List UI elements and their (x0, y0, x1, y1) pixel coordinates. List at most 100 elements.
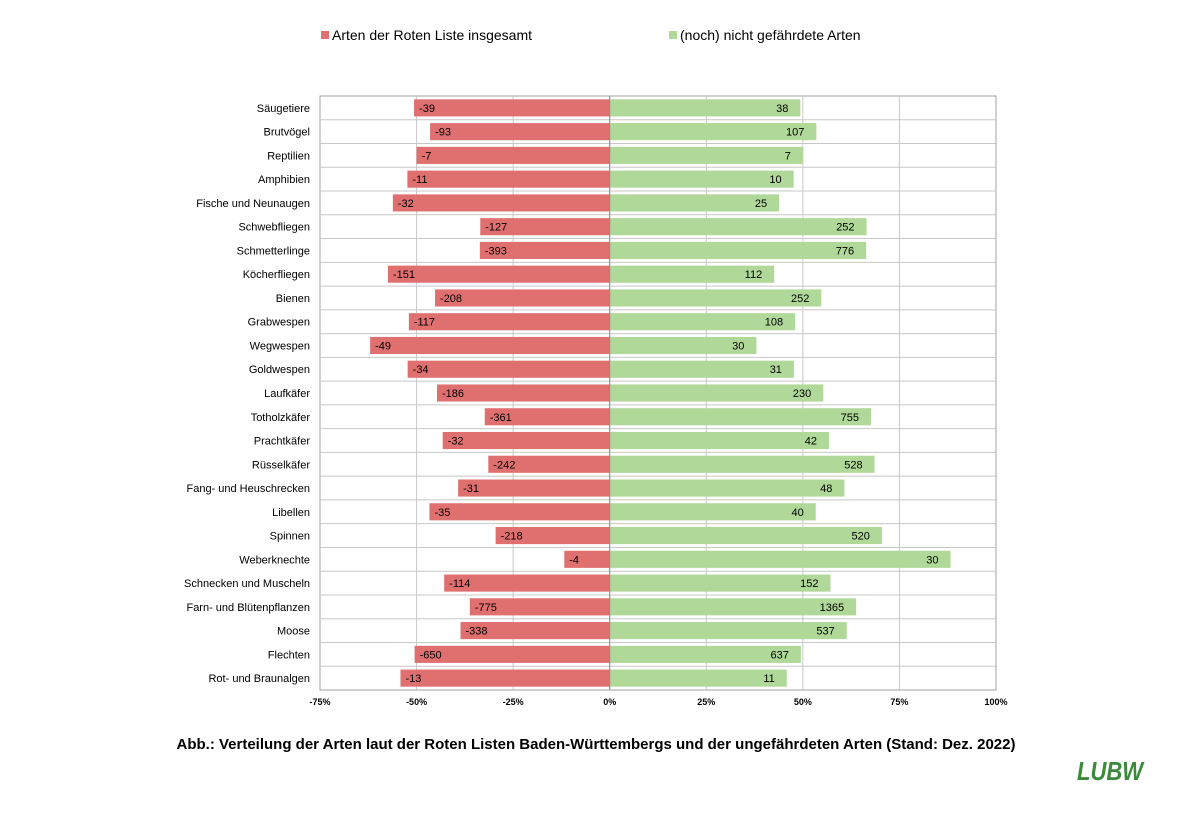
data-label-not-endangered: 42 (805, 436, 817, 448)
data-label-red-list: -186 (442, 388, 464, 400)
data-label-not-endangered: 637 (771, 649, 789, 661)
data-label-not-endangered: 252 (791, 293, 809, 305)
data-label-not-endangered: 152 (800, 578, 818, 590)
category-label: Fang- und Heuschrecken (186, 483, 310, 495)
bar-red-list (435, 289, 610, 307)
legend-swatch (669, 31, 677, 39)
bar-red-list (416, 146, 610, 164)
category-label: Totholzkäfer (251, 412, 311, 424)
bar-red-list (437, 384, 610, 402)
bar-red-list (414, 99, 610, 117)
bar-red-list (564, 550, 610, 568)
data-label-red-list: -361 (490, 412, 512, 424)
category-label: Farn- und Blütenpflanzen (186, 602, 310, 614)
bar-red-list (430, 123, 610, 141)
bar-red-list (414, 645, 610, 663)
bar-red-list (387, 265, 610, 283)
bar-red-list (460, 622, 610, 640)
bar-not-endangered (609, 408, 872, 426)
data-label-not-endangered: 528 (844, 459, 862, 471)
category-label: Amphibien (258, 174, 310, 186)
data-label-red-list: -650 (420, 649, 442, 661)
data-label-not-endangered: 38 (776, 103, 788, 115)
category-label: Fische und Neunaugen (196, 198, 310, 210)
bar-not-endangered (609, 313, 796, 331)
bar-not-endangered (609, 479, 845, 497)
category-label: Libellen (272, 507, 310, 519)
data-label-not-endangered: 31 (770, 364, 782, 376)
bar-not-endangered (609, 265, 775, 283)
bar-red-list (370, 336, 610, 355)
bar-not-endangered (609, 360, 794, 378)
bar-not-endangered (609, 99, 801, 117)
bar-red-list (484, 408, 610, 426)
data-label-not-endangered: 520 (852, 531, 870, 543)
data-label-red-list: -775 (475, 602, 497, 614)
data-label-red-list: -31 (463, 483, 479, 495)
data-label-not-endangered: 7 (785, 150, 791, 162)
bar-not-endangered (609, 598, 857, 616)
legend-label: (noch) nicht gefährdete Arten (680, 27, 861, 43)
data-label-red-list: -151 (393, 269, 415, 281)
bar-not-endangered (609, 645, 801, 663)
bar-not-endangered (609, 336, 757, 355)
bar-red-list (408, 313, 610, 331)
x-tick-label: -75% (309, 697, 330, 707)
bar-red-list (400, 669, 610, 687)
category-label: Säugetiere (257, 103, 310, 115)
data-label-not-endangered: 10 (769, 174, 781, 186)
bar-not-endangered (609, 622, 847, 640)
legend-label: Arten der Roten Liste insgesamt (332, 27, 532, 43)
figure-caption: Abb.: Verteilung der Arten laut der Rote… (176, 736, 1016, 753)
category-label: Schnecken und Muscheln (184, 578, 310, 590)
data-label-not-endangered: 48 (820, 483, 832, 495)
category-label: Goldwespen (249, 364, 310, 376)
category-label: Rot- und Braunalgen (208, 673, 310, 685)
x-tick-label: 50% (794, 697, 812, 707)
lubw-logo: LUBW (1077, 756, 1145, 785)
bar-not-endangered (609, 503, 816, 521)
category-label: Wegwespen (250, 340, 310, 352)
data-label-not-endangered: 108 (765, 317, 783, 329)
category-label: Grabwespen (248, 317, 310, 329)
data-label-red-list: -208 (440, 293, 462, 305)
data-label-not-endangered: 107 (786, 127, 804, 139)
category-label: Reptilien (267, 150, 310, 162)
data-label-not-endangered: 30 (926, 554, 938, 566)
bar-red-list (429, 503, 610, 521)
x-tick-label: 100% (984, 697, 1007, 707)
data-label-not-endangered: 112 (745, 269, 763, 281)
data-label-not-endangered: 755 (841, 412, 859, 424)
legend-swatch (321, 31, 329, 39)
bar-red-list (407, 360, 610, 378)
data-label-red-list: -4 (569, 554, 579, 566)
data-label-not-endangered: 252 (836, 222, 854, 234)
bar-not-endangered (609, 574, 831, 592)
data-label-red-list: -7 (422, 150, 432, 162)
x-tick-label: 75% (890, 697, 908, 707)
data-label-red-list: -114 (449, 578, 470, 590)
category-label: Moose (277, 626, 310, 638)
data-label-not-endangered: 537 (816, 626, 834, 638)
bar-not-endangered (609, 123, 817, 141)
x-tick-label: 0% (603, 697, 616, 707)
data-label-red-list: -39 (419, 103, 435, 115)
data-label-red-list: -32 (448, 436, 464, 448)
data-label-not-endangered: 25 (755, 198, 767, 210)
x-tick-label: -25% (503, 697, 524, 707)
data-label-red-list: -338 (465, 626, 487, 638)
data-label-red-list: -218 (501, 531, 523, 543)
data-label-red-list: -35 (434, 507, 450, 519)
category-label: Spinnen (270, 531, 310, 543)
x-tick-label: -50% (406, 697, 427, 707)
data-label-red-list: -93 (435, 127, 451, 139)
data-label-not-endangered: 1365 (820, 602, 844, 614)
category-label: Flechten (268, 649, 310, 661)
bar-not-endangered (609, 550, 951, 568)
bar-not-endangered (609, 455, 875, 473)
category-label: Prachtkäfer (254, 436, 311, 448)
bar-not-endangered (609, 194, 780, 212)
category-label: Brutvögel (264, 127, 310, 139)
data-label-not-endangered: 40 (791, 507, 803, 519)
